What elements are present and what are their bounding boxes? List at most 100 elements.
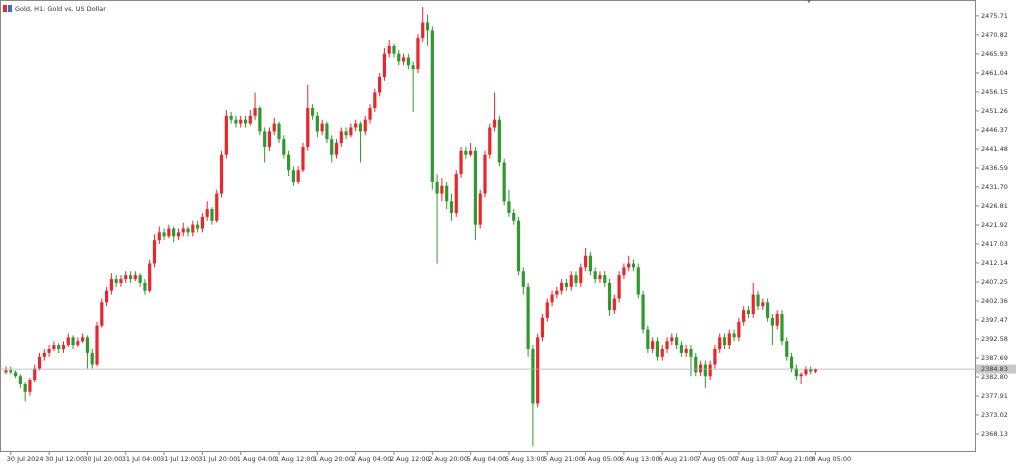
candle-body	[373, 92, 377, 109]
candle-body	[641, 294, 645, 330]
plot-frame	[0, 0, 976, 452]
candle-body	[291, 170, 295, 182]
candle-body	[85, 337, 90, 353]
x-tick-label: 31 Jul 04:00	[122, 455, 161, 463]
x-tick-label: 31 Jul 12:00	[160, 455, 199, 463]
x-tick-label: 5 Aug 04:00	[467, 455, 507, 463]
candle-body	[684, 349, 688, 353]
candle-body	[799, 374, 803, 377]
candle-body	[679, 345, 683, 353]
candle-body	[277, 123, 281, 140]
candle-body	[756, 294, 760, 307]
candle-body	[713, 349, 717, 365]
candle-body	[651, 341, 655, 350]
candle-body	[9, 370, 13, 373]
candle-body	[392, 45, 396, 54]
x-tick-label: 5 Aug 13:00	[505, 455, 545, 463]
current-price-box	[976, 364, 1016, 374]
chart-title: Gold, H1: Gold vs. US Dollar	[15, 5, 106, 13]
y-tick-label: 2446.37	[981, 126, 1008, 134]
candle-body	[536, 337, 540, 404]
candle-body	[310, 108, 315, 116]
candle-body	[4, 370, 8, 373]
candle-body	[540, 317, 545, 338]
candle-body	[76, 341, 80, 346]
candle-body	[560, 282, 564, 291]
candle-body	[646, 329, 650, 350]
candle-body	[742, 310, 746, 322]
candle-body	[761, 302, 765, 307]
candle-body	[631, 263, 636, 268]
candle-body	[253, 108, 257, 116]
candle-body	[334, 143, 339, 155]
candle-body	[181, 228, 185, 233]
candle-body	[239, 119, 243, 124]
candle-body	[124, 275, 128, 280]
candle-body	[660, 349, 664, 357]
candle-body	[622, 267, 626, 276]
candle-body	[430, 30, 434, 182]
candle-body	[191, 224, 195, 233]
candle-body	[751, 294, 755, 315]
y-tick-label: 2382.80	[981, 373, 1008, 381]
candle-body	[521, 271, 525, 287]
candle-body	[588, 255, 592, 272]
x-tick-label: 7 Aug 21:00	[773, 455, 813, 463]
candle-body	[612, 298, 616, 311]
candle-body	[128, 275, 133, 280]
candle-body	[694, 356, 698, 373]
candle-body	[507, 201, 511, 213]
candle-body	[746, 310, 751, 315]
candle-body	[469, 150, 473, 155]
candle-body	[210, 209, 214, 221]
x-tick-label: 6 Aug 13:00	[620, 455, 660, 463]
candle-body	[478, 193, 482, 225]
candle-body	[176, 232, 181, 237]
candle-body	[703, 364, 707, 377]
candle-body	[598, 275, 602, 280]
x-tick-label: 7 Aug 05:00	[697, 455, 737, 463]
candle-body	[95, 325, 99, 365]
x-tick-label: 2 Aug 12:00	[390, 455, 430, 463]
chart-icon	[8, 5, 12, 12]
candle-body	[425, 22, 430, 31]
candle-body	[162, 232, 166, 237]
candle-body	[722, 337, 727, 346]
candle-body	[200, 216, 204, 229]
y-tick-label: 2387.69	[981, 354, 1008, 362]
candle-body	[488, 127, 492, 155]
candle-body	[148, 263, 152, 291]
candle-body	[497, 119, 501, 163]
candle-body	[243, 119, 248, 124]
candle-body	[737, 321, 741, 338]
candle-body	[157, 232, 161, 241]
scroll-marker	[807, 0, 811, 3]
candle-body	[718, 337, 722, 350]
candle-body	[516, 220, 521, 272]
x-tick-label: 2 Aug 04:00	[352, 455, 392, 463]
candle-body	[574, 275, 578, 283]
candle-body	[665, 341, 669, 350]
candle-body	[52, 345, 56, 350]
candle-body	[61, 345, 66, 350]
candle-body	[794, 368, 798, 377]
candle-body	[636, 267, 640, 295]
candle-body	[287, 154, 291, 171]
candle-body	[813, 369, 818, 372]
x-tick-label: 30 Jul 20:00	[83, 455, 122, 463]
candle-body	[526, 286, 530, 350]
candle-body	[387, 45, 391, 54]
x-tick-label: 30 Jul 12:00	[45, 455, 84, 463]
candle-body	[104, 290, 109, 303]
candle-body	[627, 263, 631, 268]
candle-body	[363, 119, 367, 132]
candle-body	[229, 115, 233, 120]
y-tick-label: 2392.58	[981, 335, 1008, 343]
candle-body	[617, 275, 621, 299]
candle-body	[464, 150, 468, 155]
candle-body	[555, 290, 559, 295]
candle-body	[234, 119, 238, 124]
y-tick-label: 2456.15	[981, 88, 1008, 96]
y-tick-label: 2373.02	[981, 411, 1008, 419]
